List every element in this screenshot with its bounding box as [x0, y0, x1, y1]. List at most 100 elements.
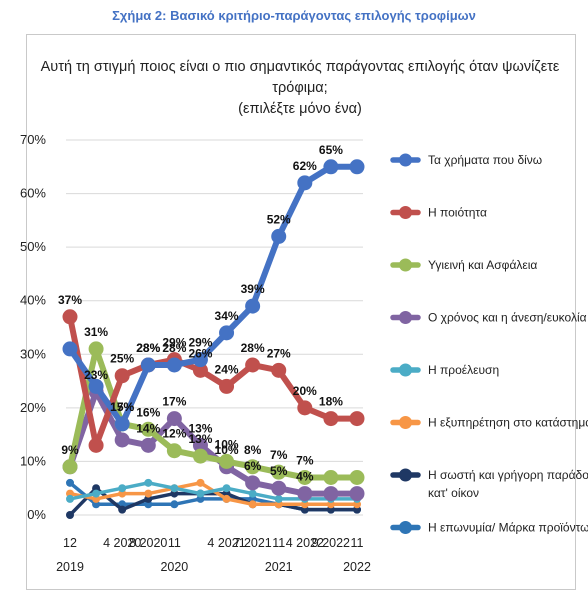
x-tick-label: 9 2022 [312, 536, 350, 550]
data-point [62, 459, 78, 475]
data-point [274, 494, 283, 503]
chart-title-line-2: (επιλέξτε μόνο ένα) [238, 101, 362, 117]
legend-label: Η προέλευση [428, 363, 499, 377]
legend-swatch-marker [399, 258, 412, 272]
data-point [118, 505, 127, 514]
legend-label: Η σωστή και γρήγορη παράδοση [428, 468, 588, 482]
data-label: 24% [215, 362, 239, 376]
data-point [92, 489, 101, 498]
data-label: 17% [110, 400, 134, 414]
legend-label: Η ποιότητα [428, 206, 487, 220]
x-tick-label: 4 2021 [207, 536, 245, 550]
data-point [297, 175, 313, 191]
legend-swatch-marker [399, 153, 412, 167]
x-tick-label: 4 2020 [103, 536, 141, 550]
legend-swatch-marker [399, 468, 412, 482]
data-point [323, 411, 339, 427]
y-tick-label: 40% [20, 293, 46, 308]
data-point [192, 362, 208, 378]
data-label: 8% [244, 443, 262, 457]
data-label: 18% [319, 395, 343, 409]
data-point [349, 470, 365, 485]
x-tick-label: 4 2022 [286, 536, 324, 550]
chart-frame [26, 34, 576, 590]
data-point [88, 341, 104, 357]
data-point [219, 378, 235, 394]
data-label: 39% [241, 282, 265, 296]
legend-label: Τα χρήματα που δίνω [428, 153, 542, 167]
data-point [219, 453, 235, 469]
y-tick-label: 70% [20, 132, 46, 147]
data-label: 7% [270, 448, 288, 462]
data-point [140, 437, 156, 453]
x-tick-label: 2020 [160, 560, 188, 574]
data-point [245, 459, 261, 475]
data-point [219, 325, 235, 341]
data-point [114, 368, 130, 384]
data-point [62, 309, 78, 325]
data-label: 29% [162, 336, 186, 350]
data-point [144, 489, 153, 498]
data-point [323, 486, 339, 502]
data-label: 7% [296, 454, 314, 468]
y-tick-label: 60% [20, 186, 46, 201]
data-label: 27% [267, 346, 291, 360]
legend-label: Ο χρόνος και η άνεση/ευκολία [428, 311, 587, 325]
data-point [349, 411, 365, 427]
y-tick-label: 0% [27, 507, 46, 522]
legend-swatch-marker [399, 416, 412, 429]
data-point [297, 400, 313, 416]
data-point [166, 357, 182, 373]
data-label: 28% [162, 341, 186, 355]
data-point [170, 484, 179, 493]
data-label: 13% [188, 421, 212, 435]
data-point [323, 470, 339, 485]
data-point [170, 500, 179, 509]
legend-swatch-marker [399, 206, 412, 219]
data-point [66, 494, 74, 503]
data-point [222, 494, 231, 503]
data-label: 13% [188, 432, 212, 446]
data-label: 28% [136, 341, 160, 355]
data-point [245, 298, 261, 314]
data-label: 15% [110, 400, 134, 414]
data-point [222, 484, 231, 493]
chart-title-line-1: Αυτή τη στιγμή ποιος είναι ο πιο σημαντι… [40, 59, 560, 96]
data-label: 26% [188, 346, 212, 360]
data-label: 31% [84, 325, 108, 339]
y-tick-label: 30% [20, 346, 46, 361]
data-label: 6% [244, 459, 262, 473]
x-tick-label: 2021 [265, 560, 293, 574]
data-point [245, 475, 261, 491]
data-point [245, 357, 261, 373]
data-point [271, 228, 287, 244]
data-label: 10% [215, 443, 239, 457]
data-point [66, 478, 74, 487]
data-point [248, 489, 257, 498]
data-label: 10% [215, 437, 239, 451]
data-point [140, 421, 156, 437]
data-label: 34% [215, 309, 239, 323]
data-point [66, 511, 74, 519]
data-point [114, 416, 130, 432]
x-tick-label: 2022 [343, 560, 371, 574]
data-point [118, 484, 127, 493]
y-tick-label: 20% [20, 400, 46, 415]
x-tick-label: 11 [168, 536, 181, 550]
legend-label: Υγιεινή και Ασφάλεια [428, 258, 537, 272]
x-tick-label: 2019 [56, 560, 84, 574]
data-point [271, 480, 287, 496]
figure-title: Σχήμα 2: Βασικό κριτήριο-παράγοντας επιλ… [112, 8, 476, 23]
x-tick-label: 12 [63, 536, 77, 550]
data-point [248, 500, 257, 509]
legend-swatch-marker [399, 521, 412, 534]
legend-swatch-marker [399, 311, 412, 324]
data-label: 9% [61, 443, 79, 457]
data-point [166, 411, 182, 427]
data-label: 4% [296, 470, 314, 484]
data-point [62, 341, 78, 357]
x-tick-label: 7 2021 [234, 536, 272, 550]
data-label: 23% [84, 368, 108, 382]
data-point [88, 437, 104, 453]
